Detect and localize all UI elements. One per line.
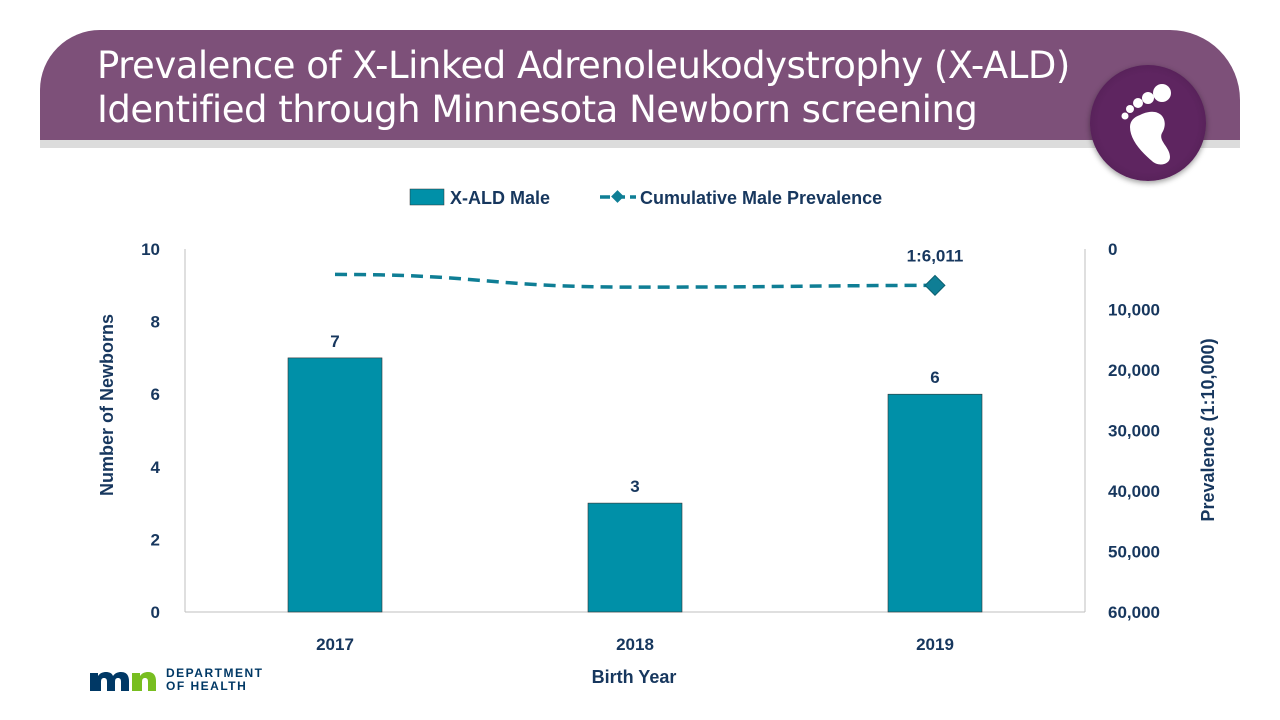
y-tick-label: 4 — [151, 458, 161, 477]
legend-label-bars: X-ALD Male — [450, 188, 550, 208]
y-right-tick-label: 30,000 — [1108, 422, 1160, 441]
logo-text-1: DEPARTMENT — [166, 666, 264, 680]
y-tick-label: 2 — [151, 530, 160, 549]
prevalence-data-label: 1:6,011 — [907, 246, 964, 265]
prevalence-marker — [924, 274, 946, 296]
y-right-tick-label: 20,000 — [1108, 361, 1160, 380]
x-tick-label: 2019 — [916, 635, 954, 654]
logo-text-2: OF HEALTH — [166, 679, 248, 693]
bar-2018 — [587, 502, 683, 613]
x-axis-title: Birth Year — [592, 667, 677, 687]
bar-data-label: 6 — [930, 368, 939, 387]
y-right-tick-label: 40,000 — [1108, 482, 1160, 501]
x-tick-label: 2017 — [316, 635, 354, 654]
y-right-tick-label: 50,000 — [1108, 543, 1160, 562]
y-right-tick-label: 0 — [1108, 240, 1117, 259]
y-right-tick-label: 10,000 — [1108, 301, 1160, 320]
title-line-2: Identified through Minnesota Newborn scr… — [97, 88, 978, 131]
bar-data-label: 3 — [630, 477, 639, 496]
y-tick-label: 0 — [151, 603, 160, 622]
x-tick-label: 2018 — [616, 635, 654, 654]
y-axis-right-title: Prevalence (1:10,000) — [1198, 338, 1218, 521]
y-tick-label: 10 — [141, 240, 160, 259]
title-line-1: Prevalence of X-Linked Adrenoleukodystro… — [97, 44, 1070, 87]
page-title: Prevalence of X-Linked Adrenoleukodystro… — [97, 44, 1070, 132]
bar-2017 — [287, 357, 383, 613]
y-right-tick-label: 60,000 — [1108, 603, 1160, 622]
mn-health-logo: DEPARTMENT OF HEALTH — [88, 667, 263, 693]
baby-foot-icon — [1090, 65, 1206, 181]
prevalence-line — [334, 272, 936, 289]
legend-label-line: Cumulative Male Prevalence — [640, 188, 882, 208]
legend-diamond-marker — [611, 190, 624, 203]
bar-2019 — [887, 393, 983, 613]
y-axis-title: Number of Newborns — [97, 314, 117, 496]
legend-bar-swatch — [409, 188, 445, 206]
y-tick-label: 8 — [151, 313, 160, 332]
title-banner — [40, 30, 1240, 148]
legend: X-ALD Male Cumulative Male Prevalence — [409, 188, 882, 208]
bar-data-label: 7 — [330, 332, 339, 351]
y-tick-label: 6 — [151, 385, 160, 404]
